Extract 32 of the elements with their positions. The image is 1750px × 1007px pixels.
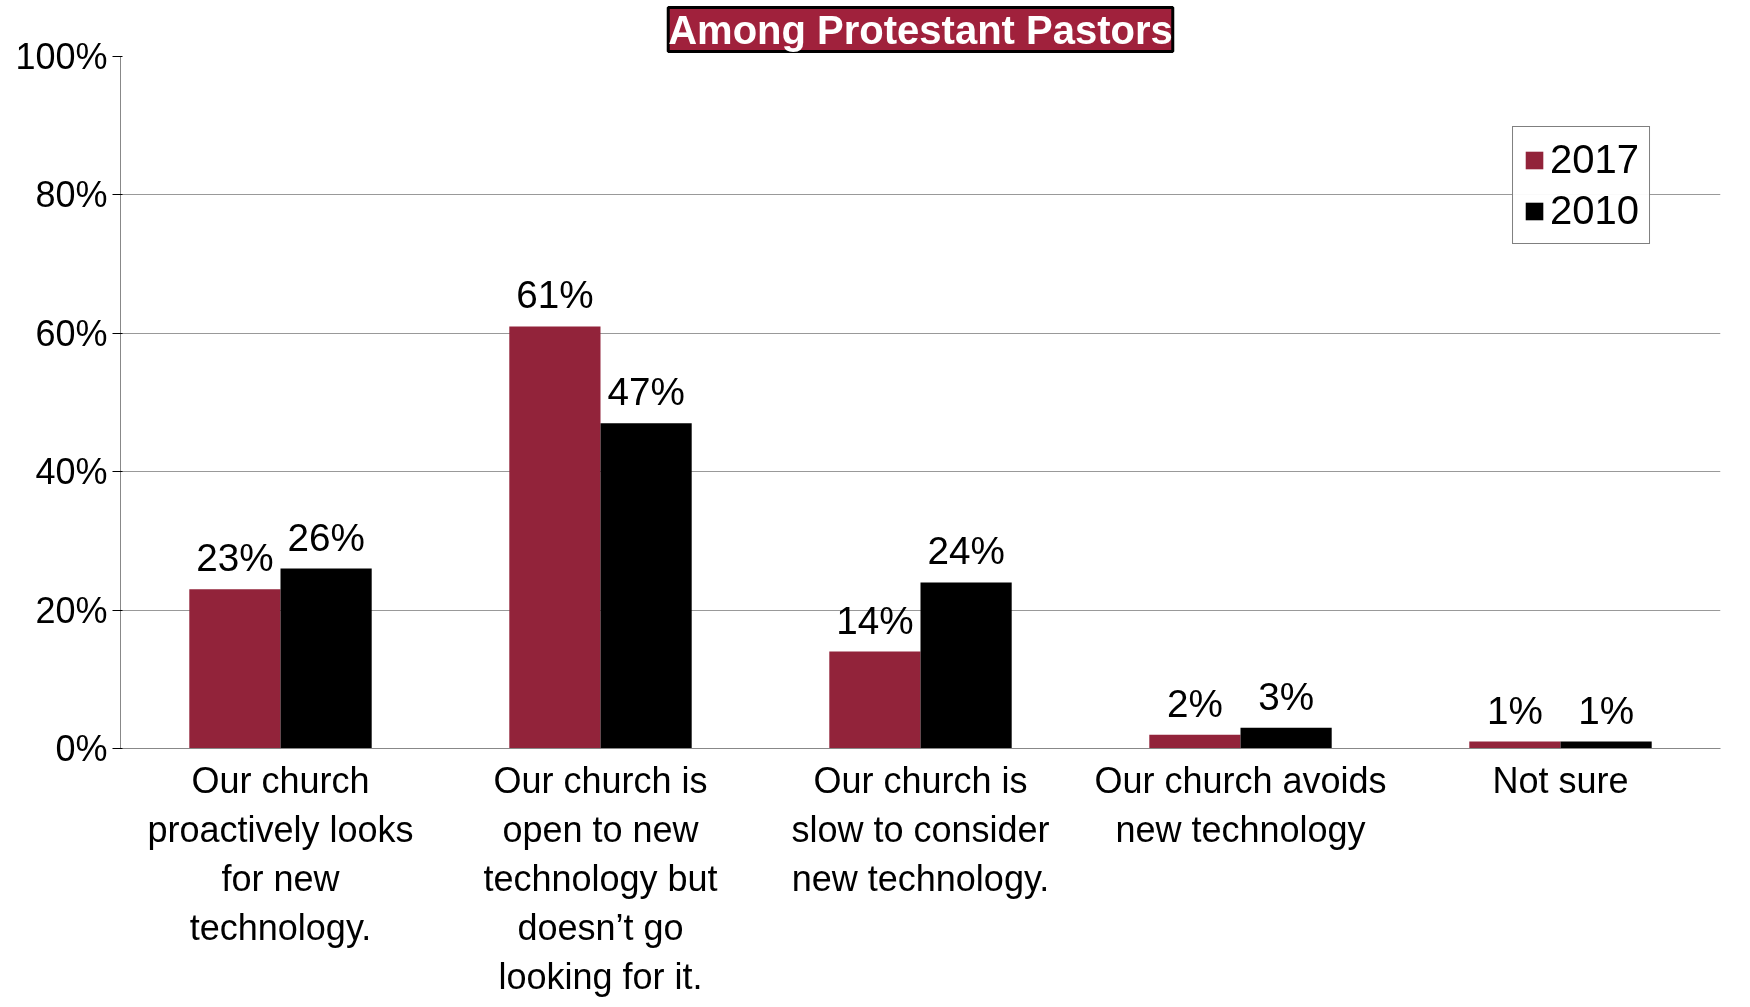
data-label: 2% (1166, 681, 1223, 725)
y-tick-label: 40% (35, 451, 108, 493)
y-tick-label: 100% (15, 36, 108, 77)
bar (189, 589, 281, 749)
y-tick-label: 60% (35, 312, 108, 354)
data-label: 26% (287, 515, 365, 559)
data-label: 23% (196, 536, 274, 580)
bar (920, 582, 1012, 749)
x-tick-label: Our church is open to new technology but doesn’t go looking for it. (483, 759, 718, 998)
data-label: 3% (1258, 674, 1315, 718)
data-label: 24% (927, 529, 1005, 573)
data-label: 47% (607, 370, 685, 414)
y-tick-label: 20% (35, 589, 108, 631)
x-tick-label: Our church proactively looks for new technology. (147, 759, 414, 949)
y-tick-label: 80% (35, 174, 108, 216)
bar (280, 568, 372, 749)
x-tick-label: Not sure (1492, 759, 1629, 801)
legend-label: 2017 (1550, 137, 1639, 182)
chart-title: Among Protestant Pastors (668, 7, 1173, 52)
data-label: 14% (836, 598, 914, 642)
x-tick-label: Our church avoids new technology (1094, 759, 1387, 850)
bar (1149, 734, 1241, 749)
bar (600, 423, 692, 749)
data-label: 61% (516, 273, 594, 317)
legend-label: 2010 (1550, 188, 1639, 233)
y-tick-label: 0% (55, 728, 108, 769)
bar (829, 651, 921, 749)
data-label: 1% (1578, 688, 1635, 732)
bar (509, 326, 601, 749)
data-label: 1% (1486, 688, 1543, 732)
x-tick-label: Our church is slow to consider new technology. (791, 759, 1050, 899)
bar (1240, 727, 1332, 749)
